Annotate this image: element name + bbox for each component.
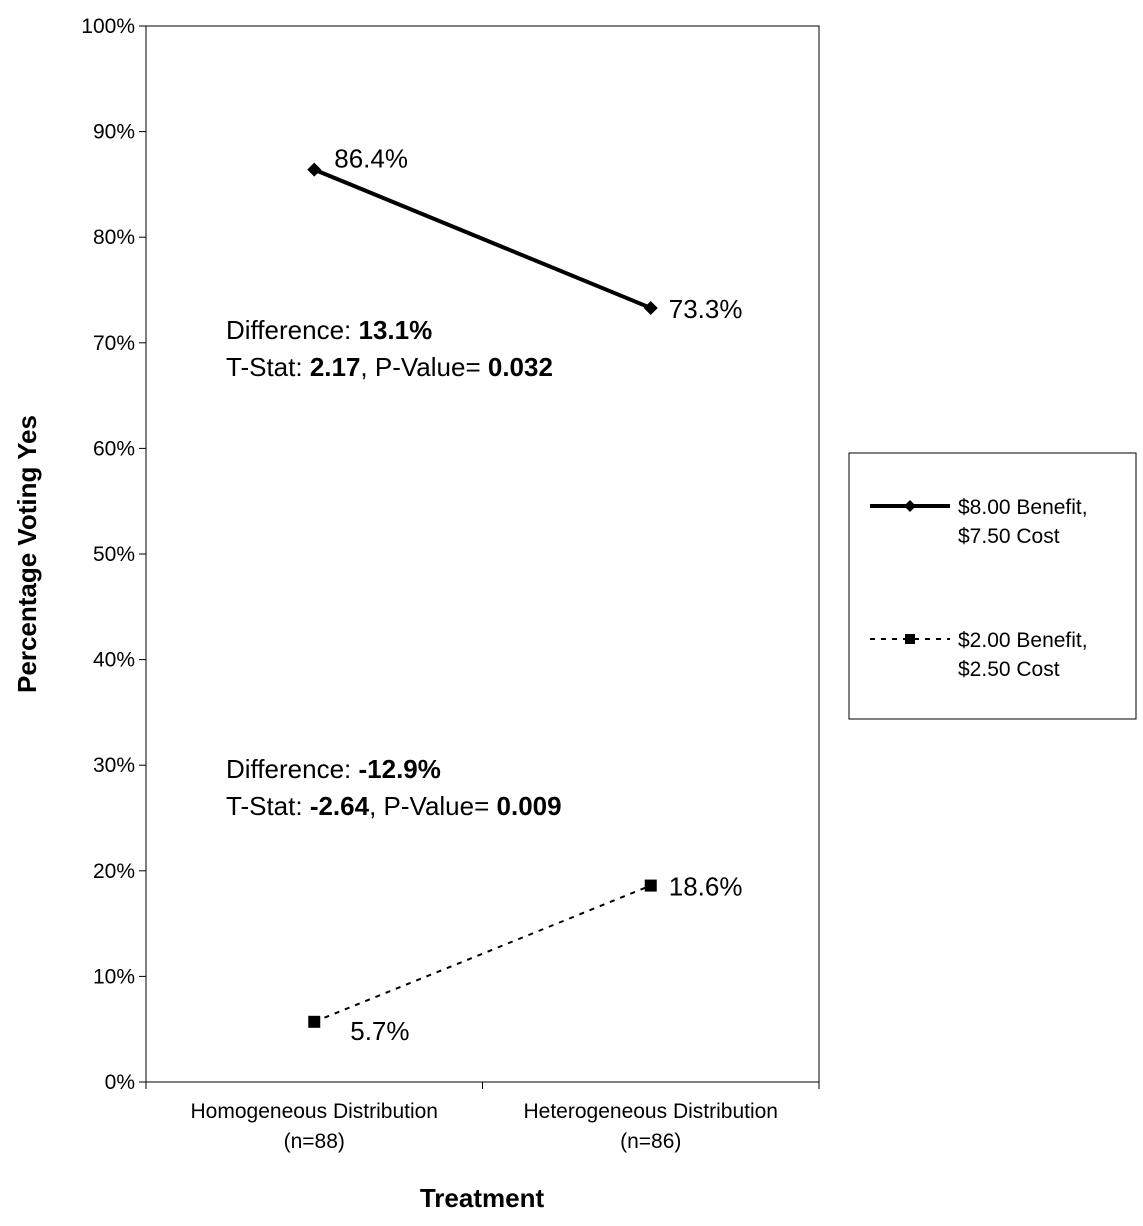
- annotation-part: 0.032: [488, 352, 553, 382]
- annotation-part: 13.1%: [358, 315, 432, 345]
- annotation-part: T-Stat:: [226, 352, 310, 382]
- annotation-part: , P-Value=: [369, 791, 496, 821]
- y-tick-label: 80%: [93, 226, 135, 249]
- y-axis-title: Percentage Voting Yes: [12, 415, 42, 693]
- annotation-line1: Difference: -12.9%: [226, 754, 441, 784]
- annotation-part: Difference:: [226, 315, 358, 345]
- y-tick-label: 20%: [93, 860, 135, 883]
- x-category-label: Homogeneous Distribution: [191, 1100, 438, 1123]
- y-tick-label: 60%: [93, 437, 135, 460]
- x-axis: Homogeneous Distribution (n=88) Heterogene…: [145, 1082, 820, 1153]
- y-tick-label: 40%: [93, 649, 135, 672]
- annotation-part: T-Stat:: [226, 791, 310, 821]
- data-label: 5.7%: [350, 1016, 409, 1046]
- x-axis-title: Treatment: [420, 1183, 545, 1213]
- annotation-part: Difference:: [226, 754, 358, 784]
- annotation-line2: T-Stat: 2.17, P-Value= 0.032: [226, 352, 553, 382]
- annotation-line1: Difference: 13.1%: [226, 315, 432, 345]
- data-label: 73.3%: [669, 294, 743, 324]
- y-tick-label: 90%: [93, 121, 135, 144]
- legend: $8.00 Benefit, $7.50 Cost $2.00 Benefit, $2…: [848, 452, 1137, 720]
- annotation-part: , P-Value=: [360, 352, 487, 382]
- x-category-label: (n=88): [284, 1130, 345, 1153]
- y-tick-label: 0%: [105, 1071, 135, 1094]
- legend-label: $2.00 Benefit,: [958, 629, 1088, 652]
- x-category-label: Heterogeneous Distribution: [524, 1100, 778, 1123]
- y-tick-label: 100%: [81, 15, 135, 38]
- series-line: [313, 167, 652, 310]
- data-point-square: [644, 879, 657, 892]
- x-category-label: (n=86): [620, 1130, 681, 1153]
- y-tick-label: 30%: [93, 754, 135, 777]
- annotation-line2: T-Stat: -2.64, P-Value= 0.009: [226, 791, 562, 821]
- y-tick-label: 10%: [93, 965, 135, 988]
- legend-box: [848, 452, 1137, 720]
- legend-label: $2.50 Cost: [958, 658, 1060, 681]
- annotation-part: 0.009: [497, 791, 562, 821]
- data-point-diamond: [904, 500, 916, 512]
- y-axis: 0% 10% 20% 30% 40% 50% 60% 70% 80% 90% 100%: [81, 15, 146, 1094]
- annotation-part: -2.64: [310, 791, 370, 821]
- y-tick-label: 70%: [93, 332, 135, 355]
- legend-label: $8.00 Benefit,: [958, 496, 1088, 519]
- annotations: Difference: 13.1% T-Stat: 2.17, P-Value= …: [226, 315, 562, 821]
- legend-label: $7.50 Cost: [958, 525, 1060, 548]
- annotation-part: -12.9%: [358, 754, 440, 784]
- y-tick-label: 50%: [93, 543, 135, 566]
- data-point-diamond: [643, 300, 658, 315]
- data-label: 18.6%: [669, 872, 743, 902]
- annotation-part: 2.17: [310, 352, 361, 382]
- data-point-square: [905, 634, 915, 644]
- data-point-diamond: [307, 162, 322, 177]
- data-label: 86.4%: [334, 144, 408, 174]
- plot-area: [145, 25, 820, 1083]
- data-point-square: [308, 1015, 321, 1028]
- series-layer: 86.4% 73.3% 5.7% 18.6%: [307, 144, 742, 1046]
